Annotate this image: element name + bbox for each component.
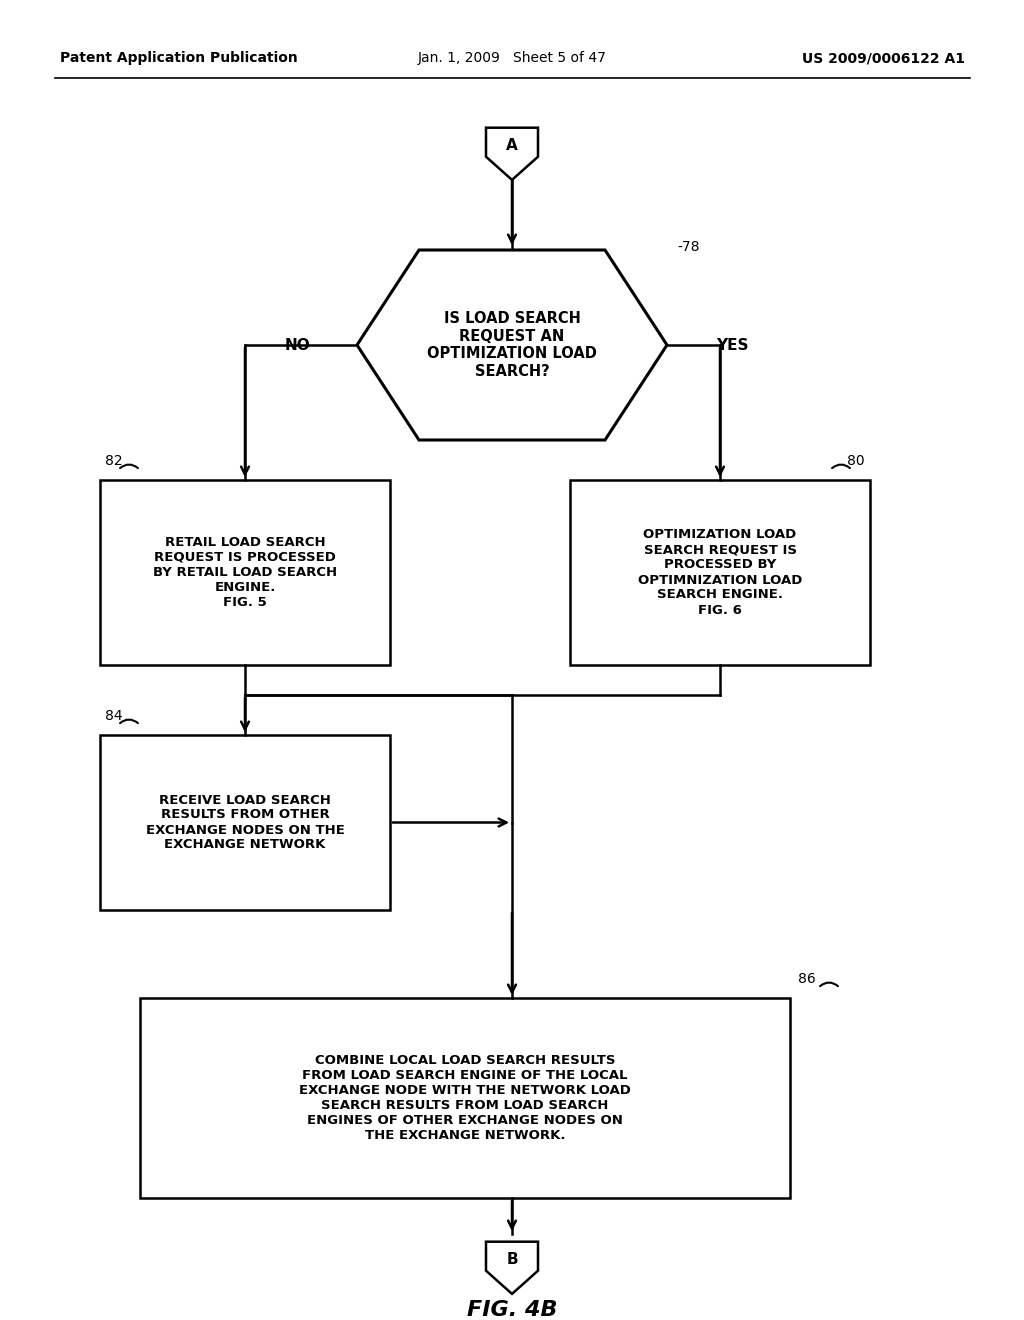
Text: Patent Application Publication: Patent Application Publication — [60, 51, 298, 65]
Text: B: B — [506, 1253, 518, 1267]
Text: 82: 82 — [105, 454, 123, 469]
FancyBboxPatch shape — [100, 480, 390, 665]
Text: IS LOAD SEARCH
REQUEST AN
OPTIMIZATION LOAD
SEARCH?: IS LOAD SEARCH REQUEST AN OPTIMIZATION L… — [427, 312, 597, 379]
Text: US 2009/0006122 A1: US 2009/0006122 A1 — [802, 51, 965, 65]
Text: -78: -78 — [677, 240, 699, 253]
Text: RETAIL LOAD SEARCH
REQUEST IS PROCESSED
BY RETAIL LOAD SEARCH
ENGINE.
FIG. 5: RETAIL LOAD SEARCH REQUEST IS PROCESSED … — [153, 536, 337, 609]
Text: COMBINE LOCAL LOAD SEARCH RESULTS
FROM LOAD SEARCH ENGINE OF THE LOCAL
EXCHANGE : COMBINE LOCAL LOAD SEARCH RESULTS FROM L… — [299, 1053, 631, 1142]
Text: NO: NO — [284, 338, 310, 352]
Text: 86: 86 — [798, 972, 816, 986]
Text: FIG. 4B: FIG. 4B — [467, 1300, 557, 1320]
FancyBboxPatch shape — [140, 998, 790, 1199]
Text: RECEIVE LOAD SEARCH
RESULTS FROM OTHER
EXCHANGE NODES ON THE
EXCHANGE NETWORK: RECEIVE LOAD SEARCH RESULTS FROM OTHER E… — [145, 793, 344, 851]
Polygon shape — [486, 1242, 538, 1294]
Text: 84: 84 — [105, 709, 123, 723]
Text: YES: YES — [716, 338, 749, 352]
Polygon shape — [357, 249, 667, 440]
Text: Jan. 1, 2009   Sheet 5 of 47: Jan. 1, 2009 Sheet 5 of 47 — [418, 51, 606, 65]
FancyBboxPatch shape — [570, 480, 870, 665]
Text: A: A — [506, 139, 518, 153]
Text: 80: 80 — [848, 454, 865, 469]
FancyBboxPatch shape — [100, 735, 390, 909]
Polygon shape — [486, 128, 538, 180]
Text: OPTIMIZATION LOAD
SEARCH REQUEST IS
PROCESSED BY
OPTIMNIZATION LOAD
SEARCH ENGIN: OPTIMIZATION LOAD SEARCH REQUEST IS PROC… — [638, 528, 802, 616]
